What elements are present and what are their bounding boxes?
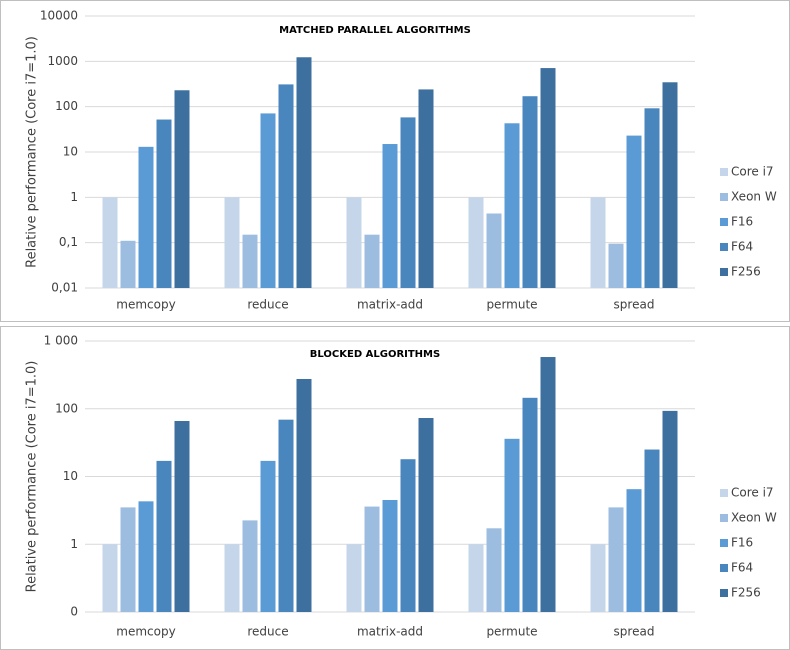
legend-label: F64 (731, 240, 753, 254)
bar (662, 82, 678, 288)
legend-label: Core i7 (731, 165, 774, 179)
legend-label: Core i7 (731, 486, 774, 500)
legend-swatch (720, 564, 728, 572)
bar (522, 96, 538, 288)
legend-swatch (720, 268, 728, 276)
bar (364, 506, 380, 612)
y-tick-label: 10 (63, 469, 78, 483)
x-tick-label: spread (614, 625, 655, 639)
bar (418, 89, 434, 288)
y-tick-label: 1 000 (44, 334, 78, 348)
bar (626, 489, 642, 612)
legend-label: Xeon W (731, 511, 777, 525)
y-tick-label: 100 (55, 401, 78, 415)
x-tick-label: spread (614, 298, 655, 312)
y-axis-label: Relative performance (Core i7=1.0) (25, 36, 40, 268)
bar (644, 449, 660, 612)
legend-swatch (720, 243, 728, 251)
bar (120, 507, 136, 612)
x-tick-label: reduce (247, 625, 288, 639)
y-tick-label: 1 (70, 537, 78, 551)
bar (174, 90, 190, 288)
bar (486, 528, 502, 612)
bar (400, 117, 416, 288)
bar (486, 213, 502, 288)
bar (102, 197, 118, 288)
bar (468, 544, 484, 612)
legend-swatch (720, 193, 728, 201)
legend-label: F16 (731, 536, 753, 550)
legend-swatch (720, 168, 728, 176)
bar (608, 243, 624, 288)
bar (662, 410, 678, 612)
bar (278, 419, 294, 612)
bar (260, 460, 276, 612)
chart-title: MATCHED PARALLEL ALGORITHMS (279, 25, 471, 36)
legend-label: F64 (731, 561, 753, 575)
chart-title: BLOCKED ALGORITHMS (310, 349, 440, 360)
bar (504, 123, 520, 288)
bar (590, 544, 606, 612)
legend-swatch (720, 539, 728, 547)
y-tick-label: 100 (55, 99, 78, 113)
bar (364, 234, 380, 288)
legend-swatch (720, 218, 728, 226)
y-tick-label: 1000 (47, 54, 78, 68)
bar (504, 438, 520, 612)
bar (278, 84, 294, 288)
x-tick-label: matrix-add (357, 625, 423, 639)
bar (156, 119, 172, 288)
bar (468, 197, 484, 288)
bar (626, 135, 642, 288)
bar (346, 197, 362, 288)
x-tick-label: matrix-add (357, 298, 423, 312)
bar (296, 378, 312, 612)
bar (296, 57, 312, 289)
bar (382, 144, 398, 288)
legend-label: Xeon W (731, 190, 777, 204)
bar (242, 234, 258, 288)
y-tick-label: 10 (63, 145, 78, 159)
legend-label: F256 (731, 586, 761, 600)
legend-label: F16 (731, 215, 753, 229)
bar (418, 418, 434, 612)
legend-swatch (720, 489, 728, 497)
bar (608, 507, 624, 612)
legend-swatch (720, 589, 728, 597)
y-tick-label: 0 (70, 605, 78, 619)
bar (522, 397, 538, 612)
bar (102, 544, 118, 612)
bar (224, 197, 240, 288)
bar (138, 501, 154, 612)
bar (382, 499, 398, 612)
bar (138, 146, 154, 288)
y-tick-label: 1 (70, 190, 78, 204)
bar (156, 460, 172, 612)
x-tick-label: memcopy (116, 625, 175, 639)
bar (260, 113, 276, 288)
bar (644, 108, 660, 288)
x-tick-label: permute (486, 625, 537, 639)
bar (400, 459, 416, 612)
bar (120, 240, 136, 288)
legend-swatch (720, 514, 728, 522)
y-tick-label: 0,01 (51, 281, 78, 295)
bar (540, 68, 556, 288)
x-tick-label: permute (486, 298, 537, 312)
bar (242, 520, 258, 612)
y-tick-label: 10000 (40, 9, 78, 23)
x-tick-label: memcopy (116, 298, 175, 312)
bar (224, 544, 240, 612)
bar (346, 544, 362, 612)
x-tick-label: reduce (247, 298, 288, 312)
bar (174, 420, 190, 612)
legend-label: F256 (731, 265, 761, 279)
bar (590, 197, 606, 288)
y-axis-label: Relative performance (Core i7=1.0) (25, 361, 40, 593)
bar (540, 357, 556, 612)
y-tick-label: 0,1 (59, 235, 78, 249)
